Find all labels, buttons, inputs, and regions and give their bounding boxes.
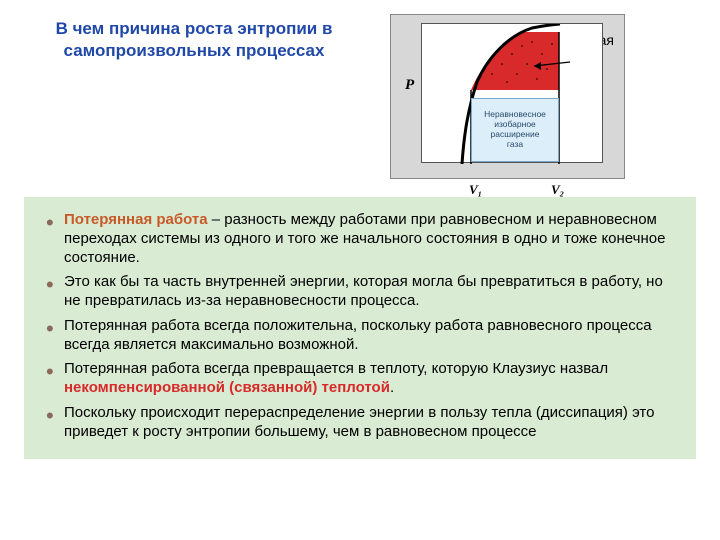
axis-p-label: P xyxy=(405,77,414,94)
pv-diagram: P Совершаемая работа xyxy=(390,14,625,179)
page-title: В чем причина роста энтропии в самопроиз… xyxy=(0,14,360,62)
bullet-item: Потерянная работа – разность между работ… xyxy=(42,211,678,267)
bullet-text: Потерянная работа всегда положительна, п… xyxy=(64,317,652,353)
bullet-panel: Потерянная работа – разность между работ… xyxy=(24,197,696,459)
pv-diagram-wrap: P Совершаемая работа xyxy=(390,14,625,179)
bullet-list: Потерянная работа – разность между работ… xyxy=(42,211,678,441)
bullet-item: Поскольку происходит перераспределение э… xyxy=(42,404,678,442)
header-row: В чем причина роста энтропии в самопроиз… xyxy=(0,0,720,179)
bullet-item: Потерянная работа всегда положительна, п… xyxy=(42,317,678,355)
bullet-mid-term: некомпенсированной (связанной) теплотой xyxy=(64,379,390,396)
bullet-item: Потерянная работа всегда превращается в … xyxy=(42,360,678,398)
tick-v2: V₂ xyxy=(551,182,564,198)
bullet-text: . xyxy=(390,379,394,396)
lost-work-region xyxy=(471,32,559,90)
bullet-text: Это как бы та часть внутренней энергии, … xyxy=(64,273,663,309)
bullet-text: Потерянная работа всегда превращается в … xyxy=(64,360,608,377)
plot-area: Неравновесное изобарное расширение газа xyxy=(421,23,603,163)
bullet-text: Поскольку происходит перераспределение э… xyxy=(64,404,654,440)
tick-v1: V₁ xyxy=(469,182,482,198)
isobaric-box: Неравновесное изобарное расширение газа xyxy=(471,98,559,162)
bullet-lead-term: Потерянная работа xyxy=(64,211,208,228)
bullet-item: Это как бы та часть внутренней энергии, … xyxy=(42,273,678,311)
isobaric-box-line4: газа xyxy=(507,140,523,150)
